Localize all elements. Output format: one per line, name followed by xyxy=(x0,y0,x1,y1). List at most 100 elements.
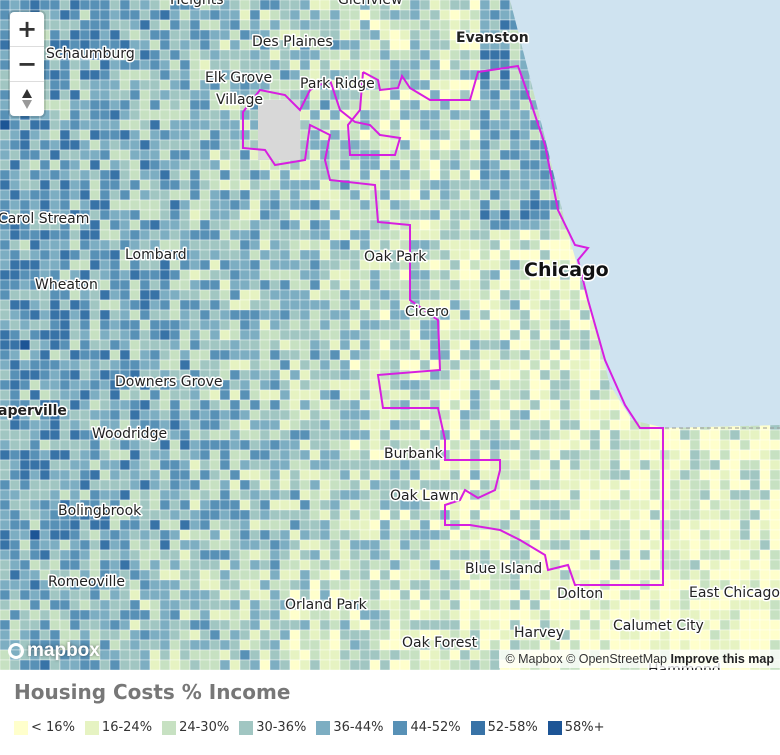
tract xyxy=(519,169,531,181)
tract xyxy=(149,199,161,211)
tract xyxy=(649,599,661,611)
tract xyxy=(69,0,81,11)
tract xyxy=(59,229,71,241)
tract xyxy=(279,619,291,631)
tract xyxy=(539,209,551,221)
tract xyxy=(729,559,741,571)
tract xyxy=(579,439,591,451)
tract xyxy=(459,19,471,31)
tract xyxy=(439,389,451,401)
tract xyxy=(229,419,241,431)
tract xyxy=(509,309,521,321)
tract xyxy=(759,619,771,631)
tract xyxy=(499,169,511,181)
tract xyxy=(209,489,221,501)
tract xyxy=(239,49,251,61)
tract xyxy=(679,439,691,451)
tract xyxy=(429,49,441,61)
tract xyxy=(79,229,91,241)
tract xyxy=(479,299,491,311)
tract xyxy=(309,299,321,311)
map[interactable]: Heights Glenview Schaumburg Des Plaines … xyxy=(0,0,780,670)
tract xyxy=(429,429,441,441)
tract xyxy=(49,619,61,631)
tract xyxy=(569,439,581,451)
tract xyxy=(519,159,531,171)
tract xyxy=(449,469,461,481)
tract xyxy=(239,179,251,191)
tract xyxy=(249,519,261,531)
tract xyxy=(389,49,401,61)
tract xyxy=(179,579,191,591)
tract xyxy=(549,339,561,351)
tract xyxy=(319,279,331,291)
tract xyxy=(49,539,61,551)
tract xyxy=(379,9,391,21)
tract xyxy=(199,149,211,161)
tract xyxy=(359,199,371,211)
tract xyxy=(269,49,281,61)
tract xyxy=(379,39,391,51)
tract xyxy=(619,449,631,461)
tract xyxy=(619,479,631,491)
tract xyxy=(179,519,191,531)
tract xyxy=(119,409,131,421)
tract xyxy=(249,279,261,291)
tract xyxy=(189,229,201,241)
tract xyxy=(249,549,261,561)
tract xyxy=(79,619,91,631)
tract xyxy=(69,159,81,171)
tract xyxy=(269,539,281,551)
tract xyxy=(329,359,341,371)
tract xyxy=(419,389,431,401)
tract xyxy=(249,539,261,551)
tract xyxy=(729,519,741,531)
tract xyxy=(719,599,731,611)
tract xyxy=(129,579,141,591)
tract xyxy=(639,559,651,571)
tract xyxy=(439,249,451,261)
tract xyxy=(419,39,431,51)
tract xyxy=(229,49,241,61)
tract xyxy=(399,19,411,31)
tract xyxy=(269,349,281,361)
tract xyxy=(249,449,261,461)
tract xyxy=(149,219,161,231)
tract xyxy=(559,549,571,561)
tract xyxy=(59,29,71,41)
tract xyxy=(439,119,451,131)
tract xyxy=(169,589,181,601)
tract xyxy=(349,139,361,151)
tract xyxy=(389,339,401,351)
tract xyxy=(329,269,341,281)
tract xyxy=(59,19,71,31)
tract xyxy=(729,499,741,511)
tract xyxy=(9,589,21,601)
tract xyxy=(379,299,391,311)
tract xyxy=(159,329,171,341)
tract xyxy=(59,529,71,541)
tract xyxy=(239,379,251,391)
tract xyxy=(409,589,421,601)
tract xyxy=(429,229,441,241)
tract xyxy=(199,439,211,451)
tract xyxy=(509,289,521,301)
tract xyxy=(379,209,391,221)
tract xyxy=(519,519,531,531)
tract xyxy=(229,339,241,351)
tract xyxy=(499,119,511,131)
tract xyxy=(19,559,31,571)
tract xyxy=(299,189,311,201)
tract xyxy=(709,549,721,561)
tract xyxy=(209,9,221,21)
tract xyxy=(9,529,21,541)
tract xyxy=(669,429,681,441)
tract xyxy=(239,389,251,401)
tract xyxy=(199,319,211,331)
tract xyxy=(609,419,621,431)
tract xyxy=(0,629,11,641)
tract xyxy=(219,429,231,441)
tract xyxy=(209,189,221,201)
tract xyxy=(89,69,101,81)
tract xyxy=(759,559,771,571)
